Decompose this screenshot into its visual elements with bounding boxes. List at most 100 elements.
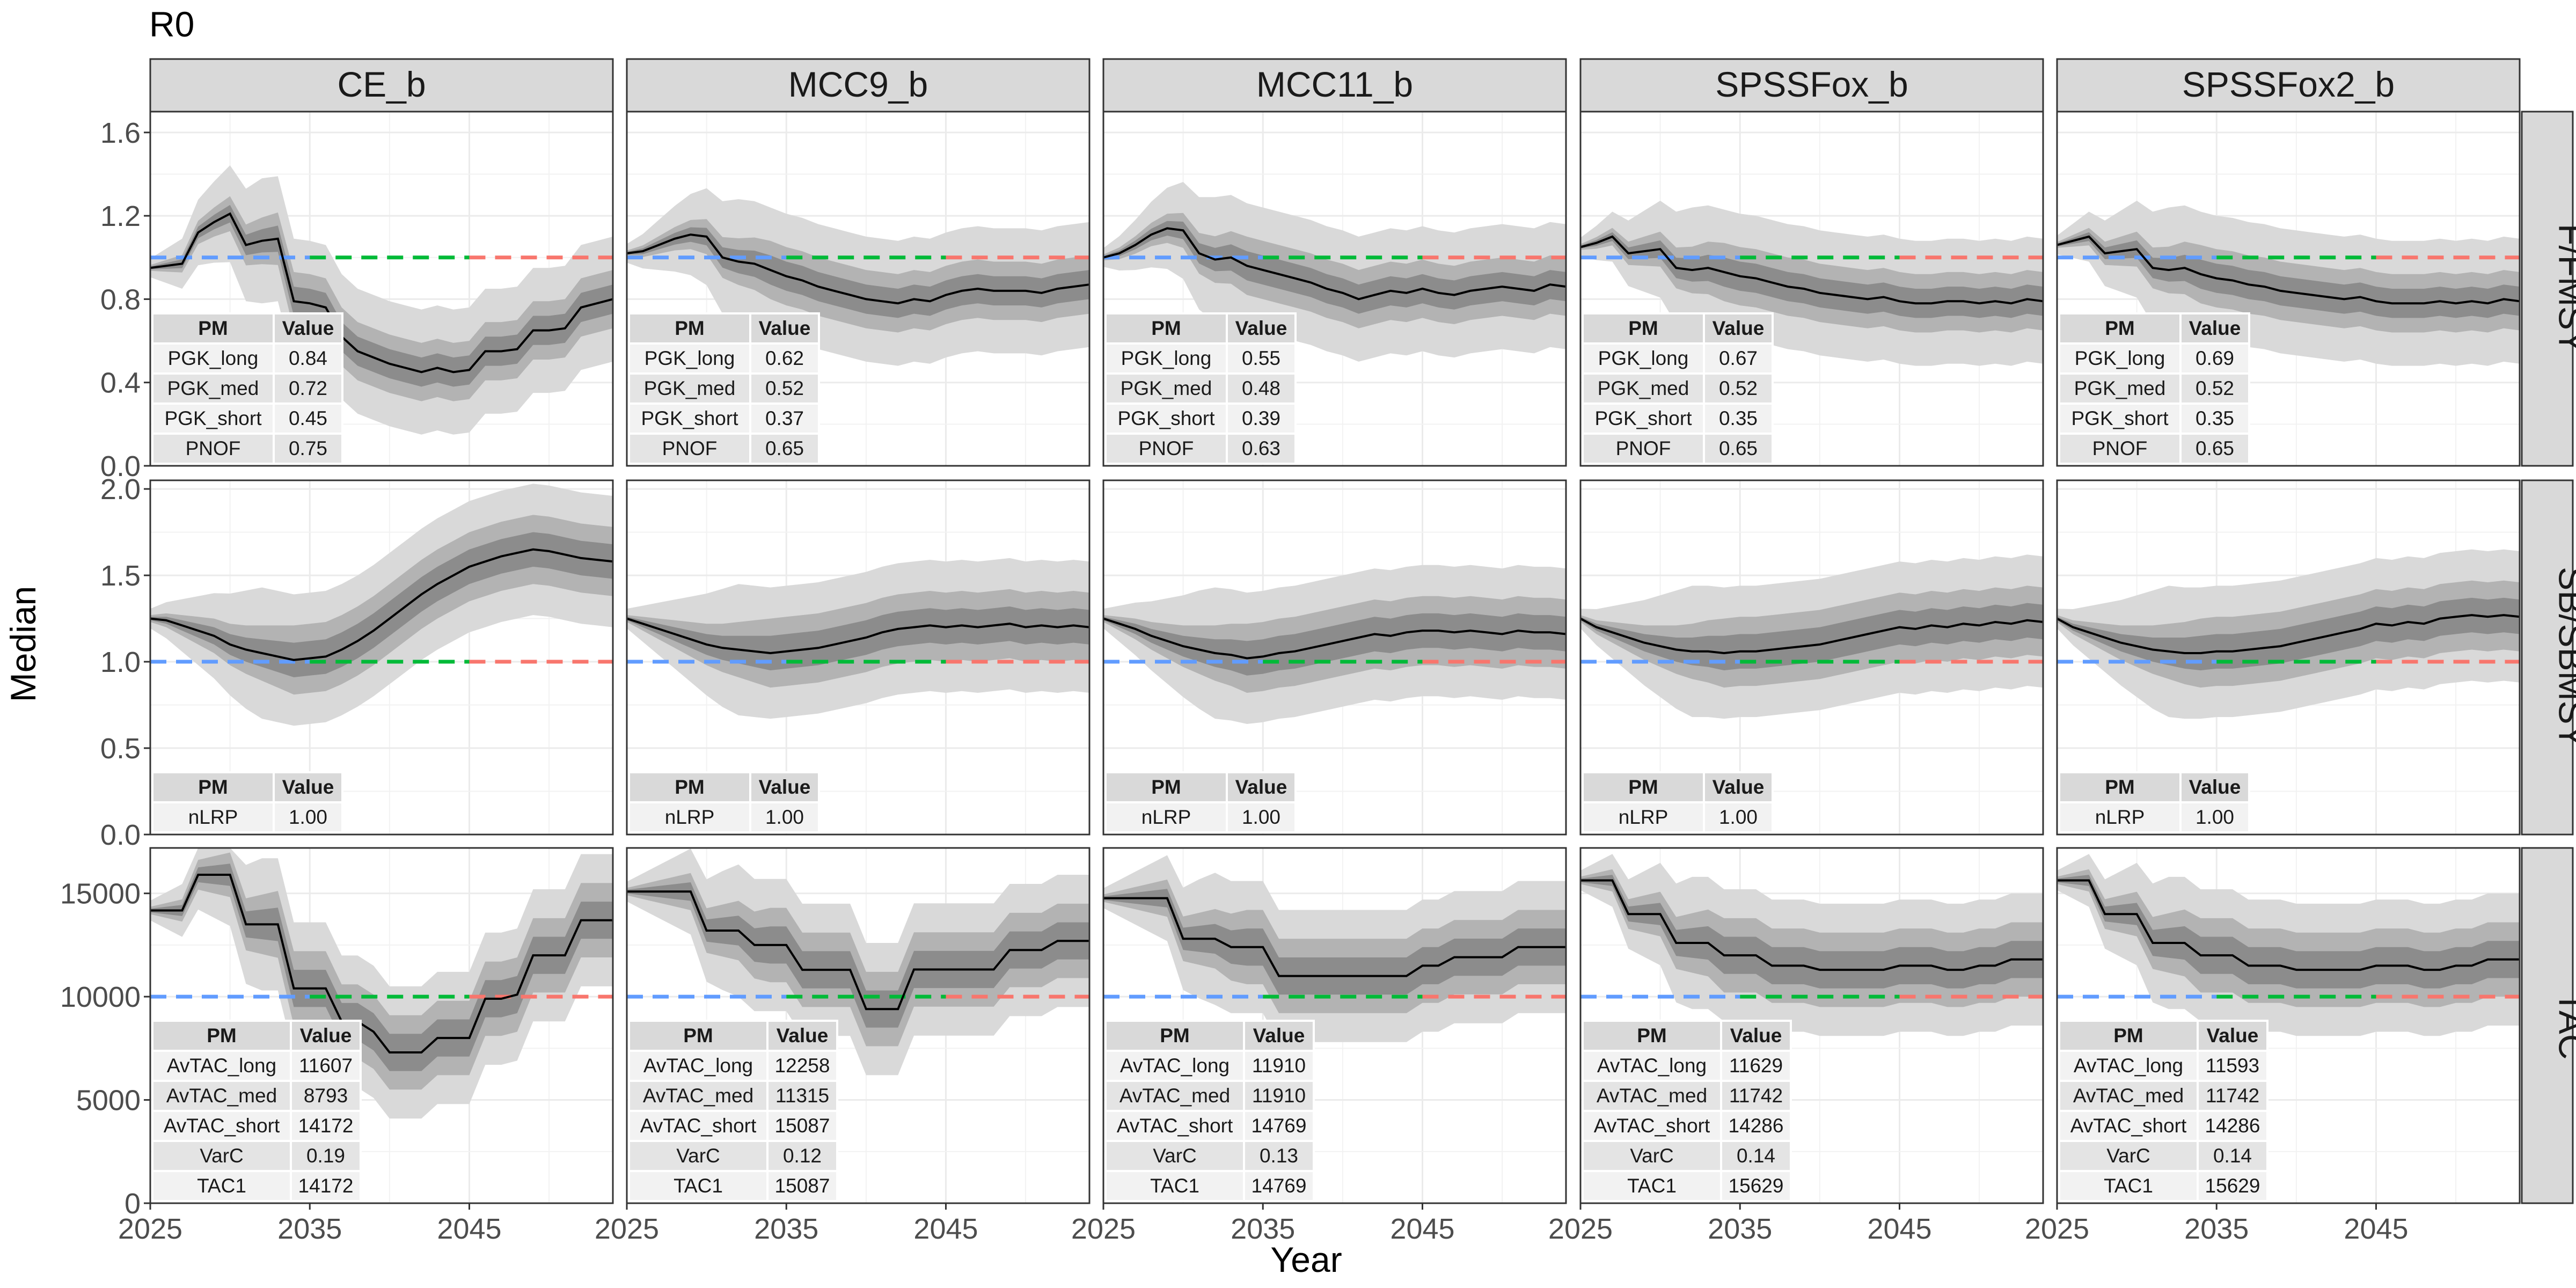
table-cell	[1703, 801, 1774, 833]
x-tick-label: 2045	[437, 1213, 501, 1245]
band-inner	[2057, 232, 2520, 318]
strip-bg	[2521, 847, 2574, 1204]
band-inner	[150, 204, 613, 387]
table-header-pm: PM	[1151, 317, 1181, 339]
table-header-pm: PM	[207, 1024, 237, 1046]
y-tick-label: 1.5	[100, 560, 141, 592]
table-cell	[151, 433, 275, 465]
table-cell	[1104, 433, 1228, 465]
panel-spssfox-b-f-fmsy: PM Value PGK_long 0.67 PGK_med 0.52 PGK_short 0…	[1579, 111, 2044, 467]
table-cell	[1720, 1050, 1792, 1082]
table-value-pgk-long: 0.62	[765, 347, 804, 369]
pm-table: PM Value PGK_long 0.55 PGK_med 0.48 PGK_short 0…	[1104, 312, 1297, 465]
table-cell	[151, 801, 275, 833]
y-tick-label: 0	[125, 1188, 141, 1220]
table-header-cell	[766, 1020, 838, 1052]
table-pm-tac1: TAC1	[1627, 1175, 1677, 1197]
table-cell	[151, 342, 275, 375]
table-cell	[1226, 433, 1297, 465]
table-pm-varc: VarC	[1630, 1145, 1674, 1167]
table-header-pm: PM	[198, 776, 228, 798]
strip-label: SPSSFox_b	[1715, 64, 1908, 104]
y-tick-label: 0.5	[100, 733, 141, 765]
table-value-tac1: 14172	[298, 1175, 354, 1197]
table-cell	[766, 1050, 838, 1082]
table-pm-pgk-long: PGK_long	[168, 347, 259, 369]
table-value-pgk-med: 0.72	[289, 377, 327, 399]
table-header-value: Value	[1730, 1024, 1782, 1046]
x-tick-label: 2025	[595, 1213, 659, 1245]
pm-table: PM Value AvTAC_long 11629 AvTAC_med 11742 AvTA…	[1582, 1020, 1792, 1202]
pm-table: PM Value nLRP 1.00	[1582, 771, 1774, 833]
table-cell	[1720, 1140, 1792, 1172]
table-value-avtac-short: 14769	[1252, 1115, 1307, 1137]
table-value-pgk-med: 0.52	[765, 377, 804, 399]
panel-border	[1579, 847, 2044, 1204]
band-inner	[1103, 889, 1566, 995]
table-value-avtac-short: 15087	[775, 1115, 830, 1137]
table-header-cell	[151, 1020, 292, 1052]
x-tick-label: 2035	[277, 1213, 342, 1245]
table-header-pm: PM	[2113, 1024, 2143, 1046]
table-pm-pnof: PNOF	[1139, 437, 1194, 459]
panel-mcc11-b-sb-sbmsy: PM Value nLRP 1.00	[1102, 479, 1567, 836]
table-cell	[766, 1170, 838, 1202]
pm-table: PM Value nLRP 1.00	[1104, 771, 1297, 833]
band-inner	[1580, 232, 2043, 318]
median-line	[1580, 879, 2043, 971]
panel-border	[1579, 111, 2044, 467]
table-cell	[1720, 1110, 1792, 1142]
table-header-value: Value	[1235, 776, 1287, 798]
table-header-value: Value	[1235, 317, 1287, 339]
table-pm-pgk-long: PGK_long	[1121, 347, 1212, 369]
table-header-pm: PM	[675, 776, 705, 798]
table-pm-avtac-short: AvTAC_short	[1594, 1115, 1710, 1137]
table-value-pgk-long: 0.84	[289, 347, 327, 369]
table-header-cell	[1582, 1020, 1722, 1052]
table-cell	[749, 402, 820, 435]
plot-title: R0	[149, 4, 194, 44]
table-pm-pnof: PNOF	[186, 437, 241, 459]
y-tick-label: 0.0	[100, 819, 141, 851]
table-value-varc: 0.13	[1260, 1145, 1298, 1167]
table-pm-tac1: TAC1	[1150, 1175, 1199, 1197]
table-value-varc: 0.12	[783, 1145, 822, 1167]
table-cell	[1226, 372, 1297, 405]
table-cell	[1104, 402, 1228, 435]
table-cell	[749, 342, 820, 375]
table-pm-pgk-short: PGK_short	[165, 407, 262, 429]
x-axis-title: Year	[1270, 1240, 1342, 1279]
table-pm-tac1: TAC1	[674, 1175, 723, 1197]
panel-spssfox2-b-f-fmsy: PM Value PGK_long 0.69 PGK_med 0.52 PGK_short 0…	[2056, 111, 2521, 467]
table-header-value: Value	[777, 1024, 829, 1046]
pm-table: PM Value nLRP 1.00	[151, 771, 343, 833]
table-cell	[1703, 372, 1774, 405]
table-value-varc: 0.19	[306, 1145, 345, 1167]
table-cell	[151, 1140, 292, 1172]
table-value-tac1: 15087	[775, 1175, 830, 1197]
table-header-cell	[1243, 1020, 1315, 1052]
table-pm-pgk-long: PGK_long	[645, 347, 735, 369]
table-pm-avtac-short: AvTAC_short	[1117, 1115, 1233, 1137]
table-pm-nlrp: nLRP	[665, 806, 715, 828]
panel-spssfox2-b-tac: PM Value AvTAC_long 11593 AvTAC_med 11742 AvTA…	[2056, 847, 2521, 1204]
table-cell	[1703, 433, 1774, 465]
table-pm-avtac-med: AvTAC_med	[1119, 1085, 1230, 1107]
pm-table: PM Value PGK_long 0.67 PGK_med 0.52 PGK_short 0…	[1582, 312, 1774, 465]
table-pm-pnof: PNOF	[2092, 437, 2148, 459]
x-tick-label: 2025	[2025, 1213, 2089, 1245]
panel-border	[1102, 111, 1567, 467]
table-cell	[749, 801, 820, 833]
strip-spssfox2-b: SPSSFox2_b	[2056, 58, 2521, 113]
table-header-cell	[1226, 771, 1297, 803]
table-pm-pgk-short: PGK_short	[2072, 407, 2169, 429]
table-cell	[1226, 801, 1297, 833]
table-value-avtac-med: 11910	[1252, 1085, 1306, 1107]
table-pm-avtac-med: AvTAC_med	[643, 1085, 753, 1107]
table-cell	[766, 1080, 838, 1112]
table-header-value: Value	[300, 1024, 352, 1046]
table-pm-pgk-med: PGK_med	[167, 377, 259, 399]
table-cell	[290, 1110, 362, 1142]
median-line	[1580, 617, 2044, 655]
table-cell	[2058, 1170, 2199, 1202]
